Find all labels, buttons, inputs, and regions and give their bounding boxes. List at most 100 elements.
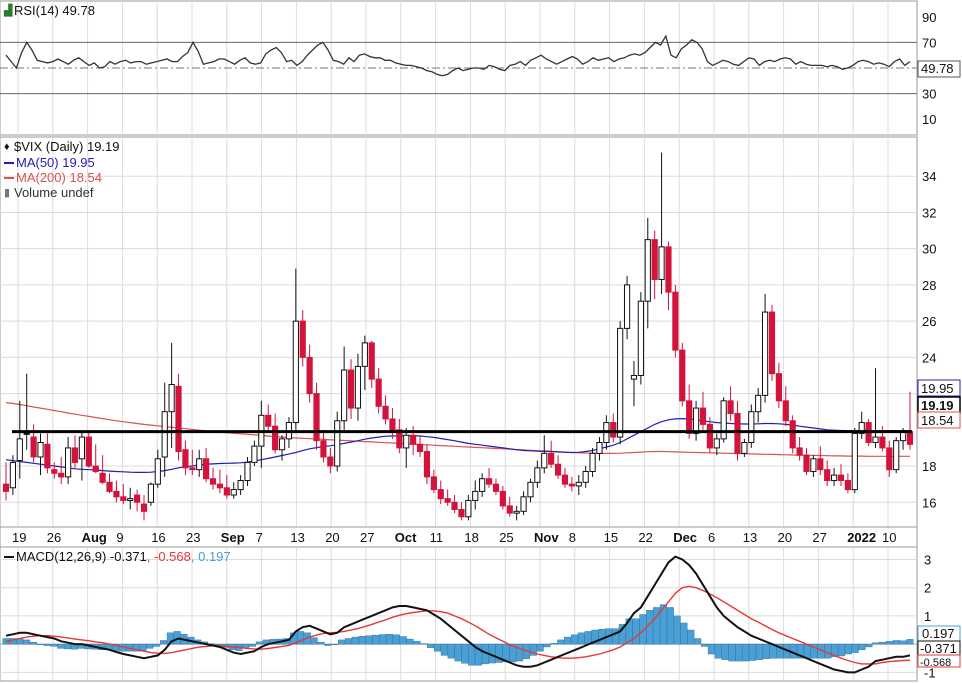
macd-grid [0, 547, 917, 681]
candle [692, 400, 700, 441]
rsi-series-line [5, 34, 911, 77]
macd-histogram-bar [433, 643, 441, 652]
x-tick-label: 10 [882, 530, 896, 545]
candle-body [782, 400, 789, 422]
macd-histogram-bar [803, 643, 811, 659]
candle [906, 391, 914, 450]
x-tick-label: 13 [743, 530, 757, 545]
candle-body [665, 246, 672, 293]
candle-body [713, 438, 720, 449]
macd-histogram-bar [536, 643, 544, 652]
candle-body [85, 436, 92, 467]
candle [755, 388, 762, 423]
candle [699, 391, 707, 430]
macd-series [5, 555, 911, 674]
rsi-panel: 9070503010 ▟ RSI(14) 49.78 49.78 [0, 0, 961, 136]
candle [858, 411, 865, 439]
candle [341, 346, 348, 430]
candle-body [548, 452, 555, 465]
candle-body [506, 505, 513, 514]
candle [658, 152, 665, 294]
candle [85, 431, 92, 468]
candle-body [334, 420, 341, 467]
candle [375, 368, 382, 414]
candle [389, 408, 396, 439]
ma50-series [5, 417, 910, 473]
macd-histogram-bar [721, 643, 729, 660]
candle [65, 437, 72, 485]
candle [872, 368, 879, 448]
candle-body [361, 342, 368, 367]
macd-frame [0, 546, 918, 682]
candle-body [23, 432, 30, 435]
macd-histogram-bar [618, 624, 626, 645]
x-tick-label: 27 [360, 530, 374, 545]
candle [203, 447, 210, 483]
macd-histogram-bar [557, 639, 565, 645]
candle-body [44, 443, 51, 469]
candle [37, 433, 44, 476]
candle [368, 341, 375, 389]
price-tick-label: 34 [922, 169, 936, 184]
candle-body [872, 436, 879, 443]
rsi-value-tag: 49.78 [917, 60, 961, 78]
x-axis: 19 26 Aug 9 16 23 Sep 7 13 20 27 Oct 11 18 25 Nov 8 15 22 D… [0, 526, 918, 548]
macd-histogram-bar [146, 643, 154, 649]
macd-histogram-bar [879, 641, 887, 645]
macd-histogram-bar [132, 643, 140, 652]
macd-histogram-bar [153, 643, 161, 647]
macd-histogram-bar [742, 643, 750, 662]
candle [209, 467, 217, 490]
candle-body [354, 365, 362, 409]
price-tick-label: 18 [922, 459, 936, 474]
candle [272, 413, 279, 454]
candle-body [485, 478, 493, 485]
macd-histogram-bar [331, 643, 339, 645]
macd-histogram-bar [440, 643, 448, 656]
x-tick-label: 20 [325, 530, 339, 545]
candle-body [209, 478, 217, 485]
candle-body [465, 499, 472, 518]
x-tick-label: 6 [708, 530, 715, 545]
macd-histogram-bar [694, 638, 702, 645]
macd-histogram-bar [906, 639, 914, 645]
macd-tick-label: -1 [924, 665, 936, 680]
candle-body [327, 456, 334, 467]
macd-histogram-bar [461, 643, 469, 664]
candle-body [278, 438, 286, 451]
candle [830, 467, 838, 486]
candle [630, 360, 638, 407]
rsi-tick-label: 30 [922, 87, 936, 102]
candle [396, 418, 403, 454]
macd-histogram-bar [454, 643, 462, 662]
ma200-legend-label: MA(200) 18.54 [16, 170, 102, 185]
macd-title-main: MACD(12,26,9) -0.371 [16, 549, 147, 564]
candle [423, 444, 431, 485]
candle [837, 464, 845, 486]
candle-body [320, 440, 327, 458]
candle-body [893, 440, 900, 471]
candle-body [389, 418, 396, 431]
candle [134, 489, 141, 512]
candle-body [851, 432, 858, 491]
candle-body [617, 327, 624, 438]
candle [106, 473, 113, 494]
macd-legend: MACD(12,26,9) -0.371, -0.568, 0.197 [4, 549, 231, 564]
candle-body [65, 447, 72, 478]
macd-histogram-bar [392, 634, 400, 645]
macd-tick-label: 2 [924, 581, 931, 596]
candle-body [651, 239, 658, 280]
candle [44, 433, 51, 474]
candle [458, 502, 465, 521]
macd-histogram-bar [838, 643, 846, 657]
macd-histogram-bar [358, 636, 366, 645]
x-tick-label: 22 [638, 530, 652, 545]
candle-body [292, 320, 299, 424]
macd-histogram-bar [885, 641, 893, 645]
candle-body [175, 385, 182, 453]
candle [775, 362, 782, 409]
candle-body [30, 436, 37, 458]
macd-histogram-bar [865, 643, 873, 648]
candle-body [817, 458, 824, 471]
volume-legend-label: Volume undef [14, 185, 94, 200]
